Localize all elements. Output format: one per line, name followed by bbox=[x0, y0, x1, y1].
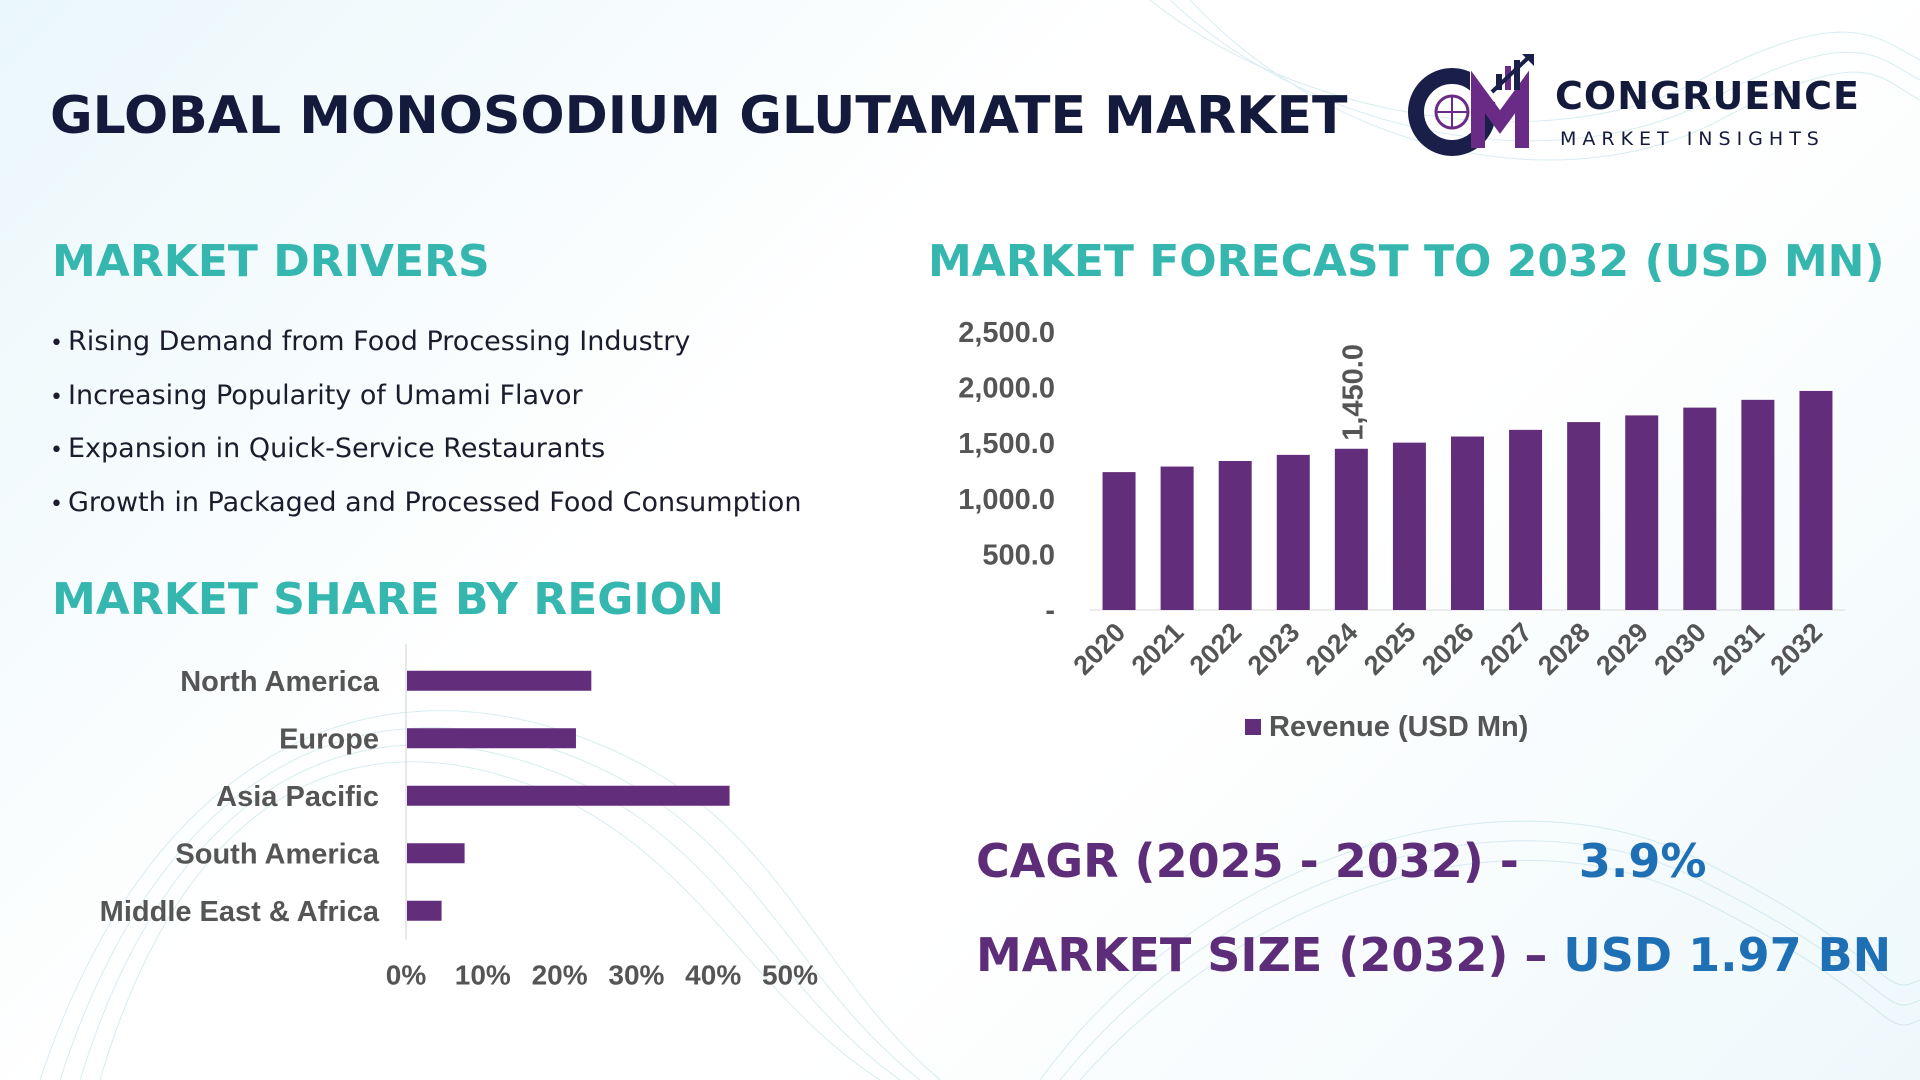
region-category-label: North America bbox=[180, 666, 380, 698]
region-bar bbox=[407, 900, 442, 921]
logo-brand-text: CONGRUENCE bbox=[1555, 74, 1860, 118]
cagr-summary: CAGR (2025 - 2032) - 3.9% bbox=[976, 834, 1707, 888]
region-tick-label: 10% bbox=[455, 960, 511, 991]
forecast-bar bbox=[1799, 390, 1833, 610]
market-size-value: USD 1.97 BN bbox=[1563, 928, 1892, 982]
forecast-bar bbox=[1741, 399, 1775, 610]
driver-item: • Expansion in Quick-Service Restaurants bbox=[50, 433, 606, 464]
region-tick-label: 30% bbox=[608, 960, 664, 991]
forecast-bar bbox=[1160, 466, 1194, 610]
forecast-data-label: 1,450.0 bbox=[1337, 344, 1369, 441]
forecast-section-title: MARKET FORECAST TO 2032 (USD MN) bbox=[928, 236, 1885, 287]
forecast-bar bbox=[1509, 429, 1543, 610]
region-tick-label: 0% bbox=[386, 960, 427, 991]
forecast-x-tick-label: 2026 bbox=[1416, 617, 1480, 681]
forecast-x-tick-label: 2022 bbox=[1184, 617, 1248, 681]
region-bar bbox=[407, 785, 730, 806]
forecast-x-tick-label: 2032 bbox=[1765, 617, 1829, 681]
driver-item-text: Rising Demand from Food Processing Indus… bbox=[68, 326, 691, 357]
logo-mark-icon bbox=[1408, 54, 1534, 156]
forecast-x-tick-label: 2030 bbox=[1648, 617, 1712, 681]
forecast-bar bbox=[1276, 454, 1310, 610]
region-category-label: Asia Pacific bbox=[216, 781, 379, 813]
forecast-bar bbox=[1102, 472, 1136, 610]
forecast-x-tick-label: 2021 bbox=[1126, 617, 1190, 681]
market-size-label: MARKET SIZE (2032) – bbox=[976, 928, 1548, 982]
region-tick-label: 40% bbox=[685, 960, 741, 991]
forecast-x-tick-label: 2020 bbox=[1068, 617, 1132, 681]
legend-label: Revenue (USD Mn) bbox=[1269, 711, 1528, 743]
region-tick-label: 20% bbox=[532, 960, 588, 991]
forecast-bar bbox=[1567, 422, 1601, 610]
legend-swatch bbox=[1245, 719, 1261, 735]
market-size-summary: MARKET SIZE (2032) – USD 1.97 BN bbox=[976, 928, 1891, 982]
forecast-y-tick-label: 2,000.0 bbox=[958, 373, 1055, 405]
cagr-value: 3.9% bbox=[1578, 834, 1707, 888]
forecast-revenue-chart: -500.01,000.01,500.02,000.02,500.0202020… bbox=[958, 317, 1845, 743]
forecast-y-tick-label: 500.0 bbox=[982, 539, 1055, 571]
forecast-x-tick-label: 2029 bbox=[1590, 617, 1654, 681]
forecast-y-tick-label: - bbox=[1045, 595, 1055, 627]
driver-item-text: Expansion in Quick-Service Restaurants bbox=[68, 433, 606, 464]
region-category-label: South America bbox=[175, 838, 379, 870]
forecast-x-tick-label: 2023 bbox=[1242, 617, 1306, 681]
forecast-x-tick-label: 2027 bbox=[1474, 617, 1538, 681]
logo-tagline: MARKET INSIGHTS bbox=[1560, 128, 1825, 150]
forecast-bar bbox=[1392, 442, 1426, 610]
page-title: GLOBAL MONOSODIUM GLUTAMATE MARKET bbox=[50, 86, 1348, 146]
region-category-label: Middle East & Africa bbox=[100, 896, 380, 928]
region-category-label: Europe bbox=[279, 723, 379, 755]
forecast-x-tick-label: 2024 bbox=[1300, 617, 1364, 681]
forecast-x-tick-label: 2025 bbox=[1358, 617, 1422, 681]
driver-item-text: Increasing Popularity of Umami Flavor bbox=[68, 379, 583, 411]
forecast-bar bbox=[1218, 460, 1252, 610]
forecast-x-tick-label: 2031 bbox=[1706, 617, 1770, 681]
driver-item-text: Growth in Packaged and Processed Food Co… bbox=[68, 486, 802, 518]
drivers-section-title: MARKET DRIVERS bbox=[52, 236, 490, 287]
forecast-bar bbox=[1625, 415, 1659, 610]
driver-item: • Rising Demand from Food Processing Indu… bbox=[50, 326, 691, 357]
region-bar bbox=[407, 670, 592, 691]
forecast-bar bbox=[1334, 448, 1368, 610]
driver-item: • Growth in Packaged and Processed Food C… bbox=[50, 486, 802, 518]
forecast-bar bbox=[1683, 407, 1717, 610]
region-bar bbox=[407, 728, 576, 749]
region-bar bbox=[407, 843, 465, 864]
driver-item: • Increasing Popularity of Umami Flavor bbox=[50, 379, 583, 411]
forecast-y-tick-label: 2,500.0 bbox=[958, 317, 1055, 349]
cagr-label: CAGR (2025 - 2032) - bbox=[976, 834, 1519, 888]
forecast-y-tick-label: 1,000.0 bbox=[958, 484, 1055, 516]
forecast-bar bbox=[1451, 436, 1484, 610]
forecast-y-tick-label: 1,500.0 bbox=[958, 428, 1055, 460]
company-logo: CONGRUENCE MARKET INSIGHTS bbox=[1400, 52, 1880, 162]
region-section-title: MARKET SHARE BY REGION bbox=[52, 574, 724, 625]
region-tick-label: 50% bbox=[762, 960, 818, 991]
drivers-list: • Rising Demand from Food Processing Indu… bbox=[50, 326, 801, 540]
region-share-chart: North America Europe Asia Pacific South Ame… bbox=[100, 644, 818, 991]
forecast-x-tick-label: 2028 bbox=[1532, 617, 1596, 681]
